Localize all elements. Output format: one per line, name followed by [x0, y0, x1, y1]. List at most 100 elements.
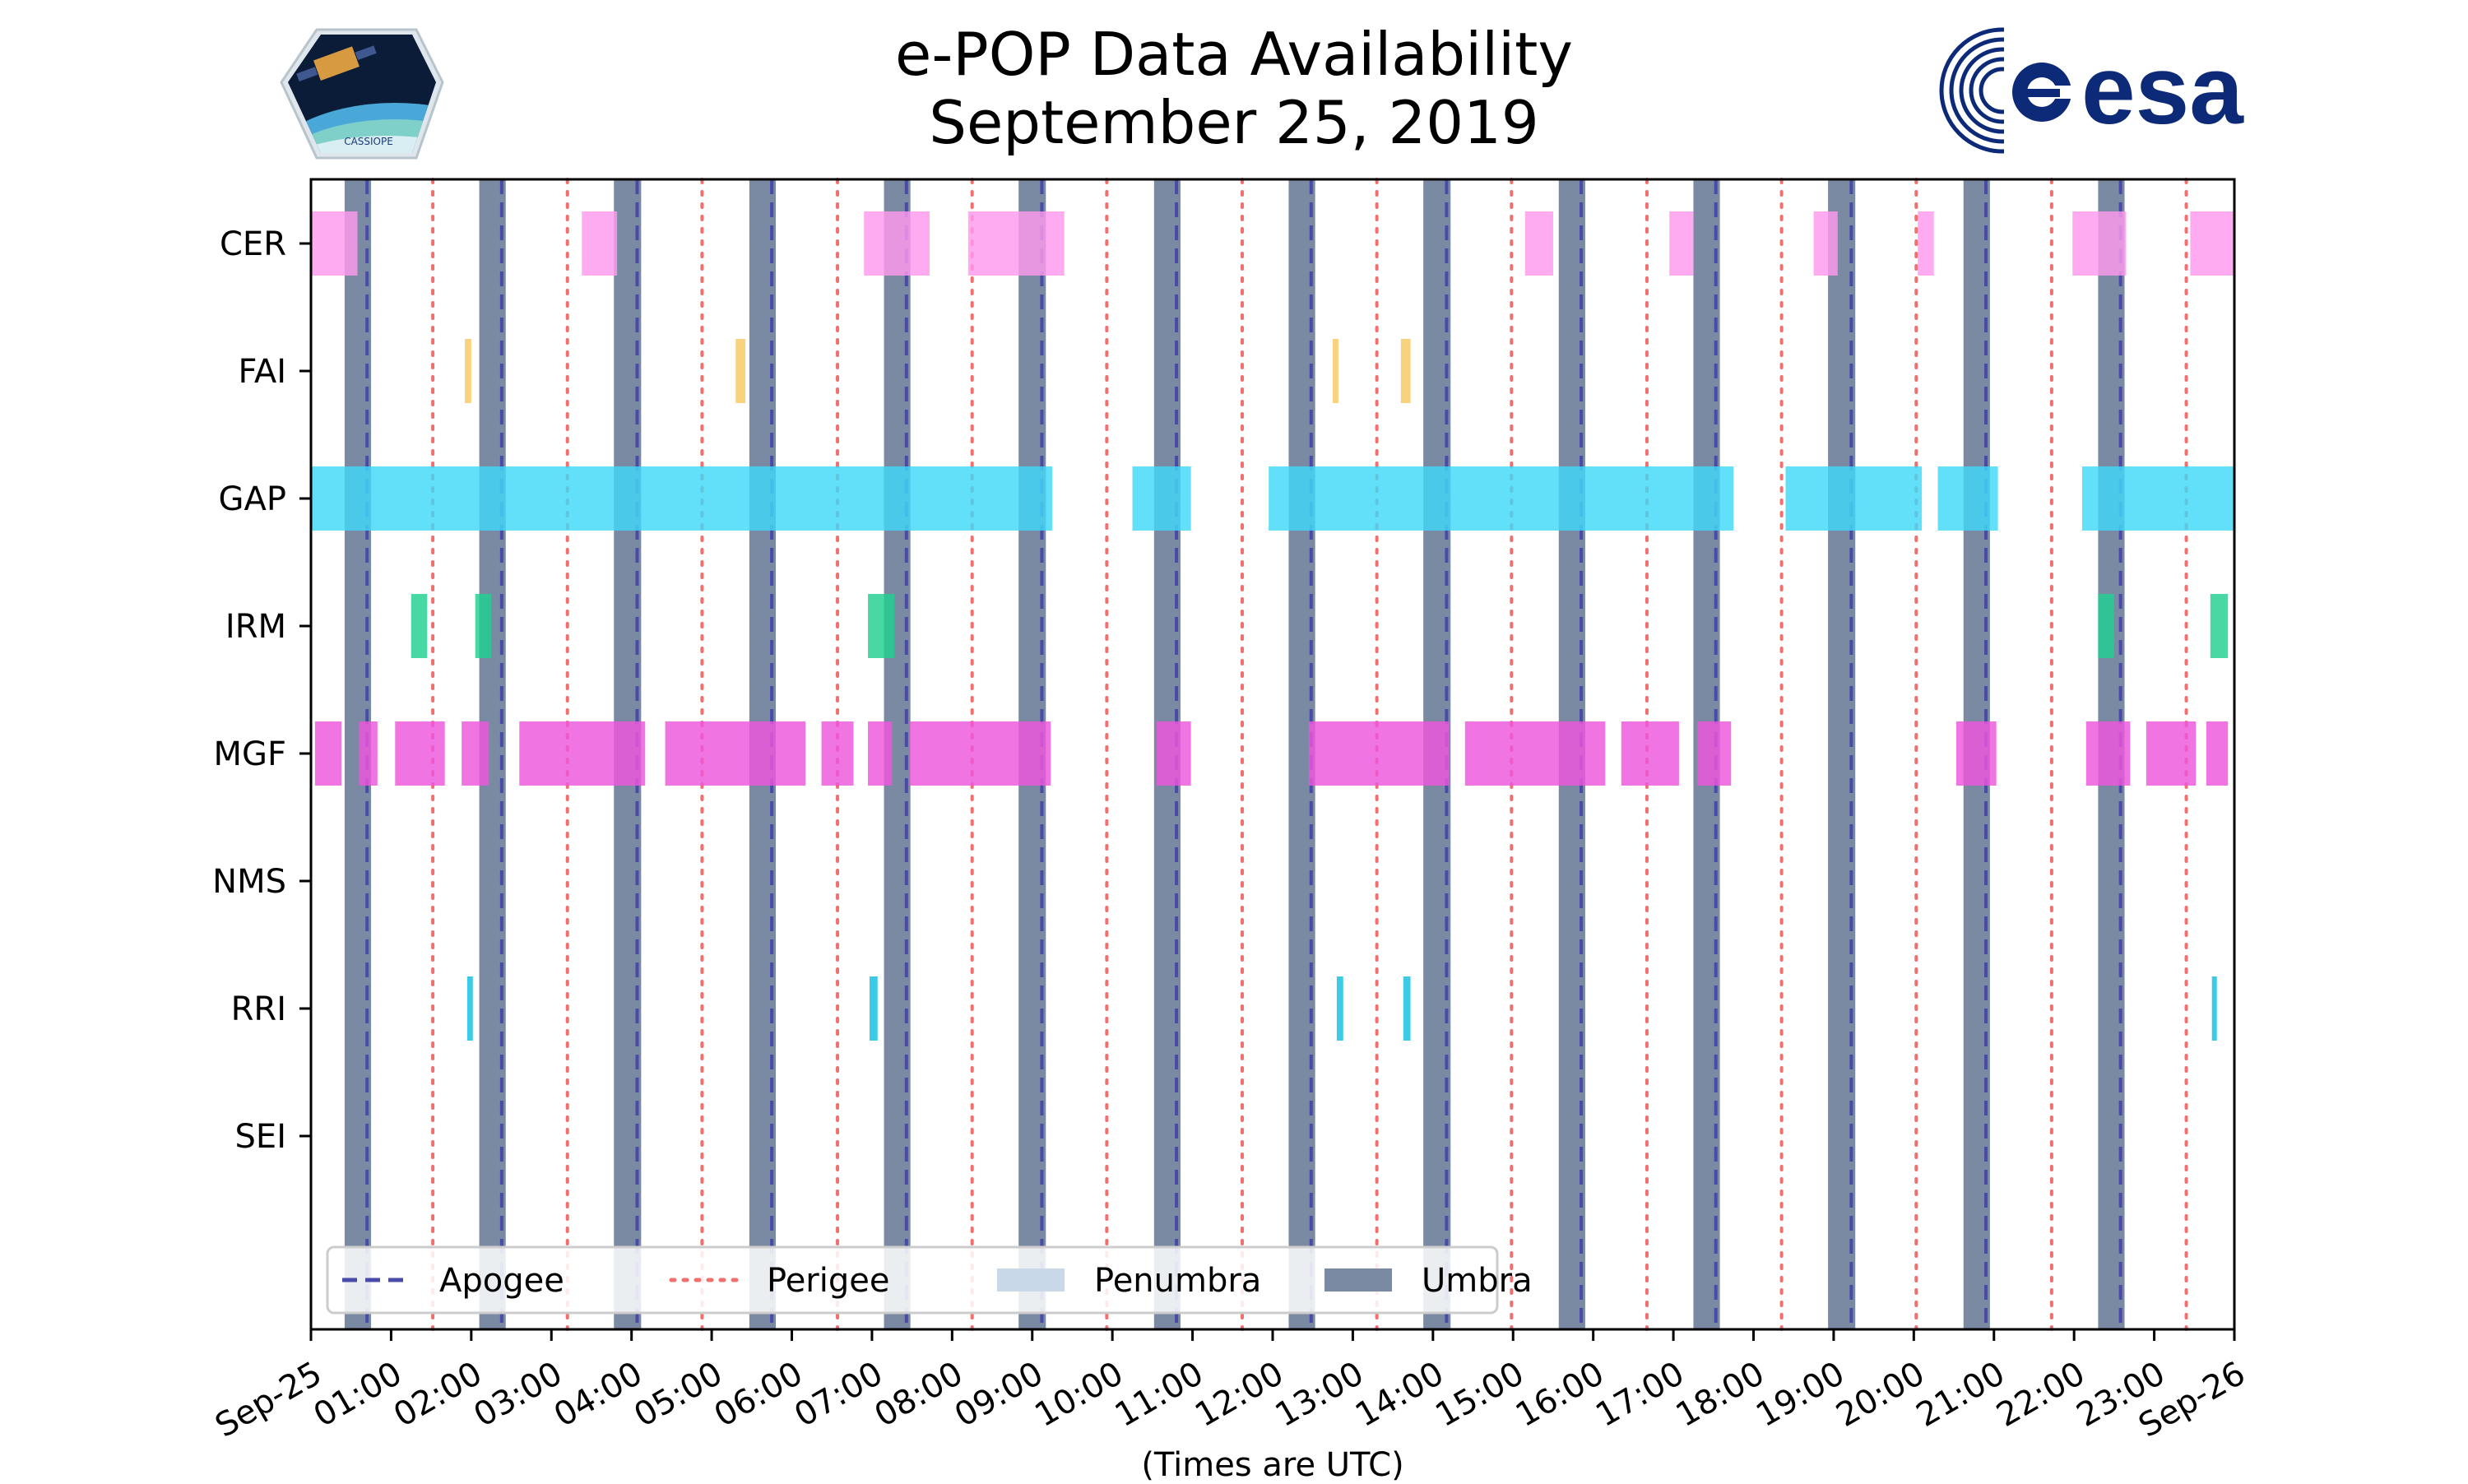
bar-rri: [1403, 976, 1411, 1041]
x-tick-label: 18:00: [1670, 1355, 1771, 1435]
bar-mgf: [1697, 721, 1732, 786]
y-tick-label: FAI: [239, 353, 287, 391]
x-tick-label: 11:00: [1109, 1355, 1210, 1435]
bar-cer: [2072, 211, 2127, 276]
y-axis: CER FAI GAP IRM MGF NMS RRI SEI: [212, 225, 311, 1156]
bar-fai: [465, 339, 471, 403]
x-tick-label: 13:00: [1269, 1355, 1371, 1435]
x-tick-label: 14:00: [1349, 1355, 1450, 1435]
x-tick-label: 01:00: [308, 1355, 409, 1435]
x-tick-label: 04:00: [548, 1355, 649, 1435]
bar-cer: [311, 211, 358, 276]
bar-fai: [735, 339, 745, 403]
y-tick-label: CER: [220, 225, 286, 263]
bar-mgf: [821, 721, 854, 786]
bar-cer: [1813, 211, 1838, 276]
bar-rri: [466, 976, 473, 1041]
bar-gap: [1937, 466, 1998, 531]
bar-gap: [1132, 466, 1191, 531]
bar-cer: [582, 211, 618, 276]
x-tick-label: 09:00: [949, 1355, 1050, 1435]
bar-mgf: [2146, 721, 2197, 786]
legend-label: Umbra: [1422, 1262, 1533, 1300]
apogee-lines: [365, 179, 2122, 1329]
x-tick-label: 05:00: [628, 1355, 729, 1435]
bar-rri: [2211, 976, 2217, 1041]
bar-mgf: [1464, 721, 1606, 786]
bar-mgf: [1156, 721, 1191, 786]
cassiope-label: CASSIOPE: [344, 136, 393, 147]
bar-irm: [2098, 594, 2114, 658]
bar-cer: [967, 211, 1065, 276]
y-tick-label: MGF: [213, 735, 286, 773]
bar-mgf: [2085, 721, 2131, 786]
legend: Apogee Perigee Penumbra Umbra: [326, 1245, 1533, 1315]
bar-cer: [1918, 211, 1934, 276]
x-tick-label: 03:00: [467, 1355, 568, 1435]
satellite-icon: [296, 45, 377, 81]
bar-fai: [1333, 339, 1338, 403]
bar-mgf: [1308, 721, 1450, 786]
bar-mgf: [395, 721, 445, 786]
legend-box: [326, 1245, 1499, 1315]
bar-mgf: [462, 721, 489, 786]
y-tick-label: GAP: [219, 480, 286, 518]
instrument-bars: [311, 211, 2234, 1041]
x-tick-label: 02:00: [387, 1355, 489, 1435]
bar-cer: [1669, 211, 1694, 276]
x-tick-label: 21:00: [1910, 1355, 2011, 1435]
bar-mgf: [909, 721, 1051, 786]
legend-label: Apogee: [439, 1262, 564, 1300]
bar-irm: [868, 594, 895, 658]
x-axis: Sep-2501:0002:0003:0004:0005:0006:0007:0…: [209, 1329, 2252, 1445]
y-tick-label: SEI: [235, 1118, 286, 1156]
bar-mgf: [665, 721, 806, 786]
legend-label: Perigee: [767, 1262, 889, 1300]
legend-swatch-umbra: [1324, 1268, 1392, 1292]
esa-logo: esa: [1939, 25, 2244, 156]
bar-rri: [869, 976, 878, 1041]
x-tick-label: 07:00: [788, 1355, 889, 1435]
esa-wordmark: esa: [2081, 36, 2244, 145]
y-tick-label: RRI: [231, 990, 286, 1028]
legend-swatch-penumbra: [997, 1268, 1065, 1292]
bar-cer: [2190, 211, 2234, 276]
bar-gap: [2081, 466, 2234, 531]
bar-mgf: [359, 721, 378, 786]
y-tick-label: IRM: [225, 608, 286, 646]
chart-title-line2: September 25, 2019: [929, 88, 1539, 157]
bar-cer: [1524, 211, 1553, 276]
bar-mgf: [2206, 721, 2229, 786]
x-axis-label: (Times are UTC): [1141, 1446, 1404, 1484]
x-tick-label: 15:00: [1429, 1355, 1530, 1435]
bar-irm: [475, 594, 492, 658]
x-tick-label: 12:00: [1189, 1355, 1290, 1435]
bar-irm: [2210, 594, 2229, 658]
x-tick-label: 19:00: [1750, 1355, 1851, 1435]
bar-gap: [311, 466, 1053, 531]
bar-mgf: [519, 721, 646, 786]
x-tick-label: 10:00: [1028, 1355, 1130, 1435]
bar-mgf: [1621, 721, 1679, 786]
bar-irm: [411, 594, 428, 658]
chart-title-line1: e-POP Data Availability: [895, 20, 1573, 89]
x-tick-label: 16:00: [1510, 1355, 1611, 1435]
bar-mgf: [868, 721, 893, 786]
bar-gap: [1269, 466, 1734, 531]
bar-mgf: [314, 721, 342, 786]
bar-gap: [1785, 466, 1923, 531]
x-tick-label: 06:00: [708, 1355, 810, 1435]
x-tick-label: 20:00: [1830, 1355, 1931, 1435]
bar-mgf: [1955, 721, 1997, 786]
x-tick-label: 08:00: [868, 1355, 969, 1435]
x-tick-label: 17:00: [1589, 1355, 1691, 1435]
plot-frame: [309, 178, 2236, 1331]
legend-label: Penumbra: [1094, 1262, 1261, 1300]
y-tick-label: NMS: [212, 863, 286, 901]
bar-rri: [1336, 976, 1343, 1041]
bar-cer: [864, 211, 930, 276]
cassiope-logo: CASSIOPE: [280, 28, 444, 160]
x-tick-label: 22:00: [1990, 1355, 2091, 1435]
bar-fai: [1400, 339, 1411, 403]
